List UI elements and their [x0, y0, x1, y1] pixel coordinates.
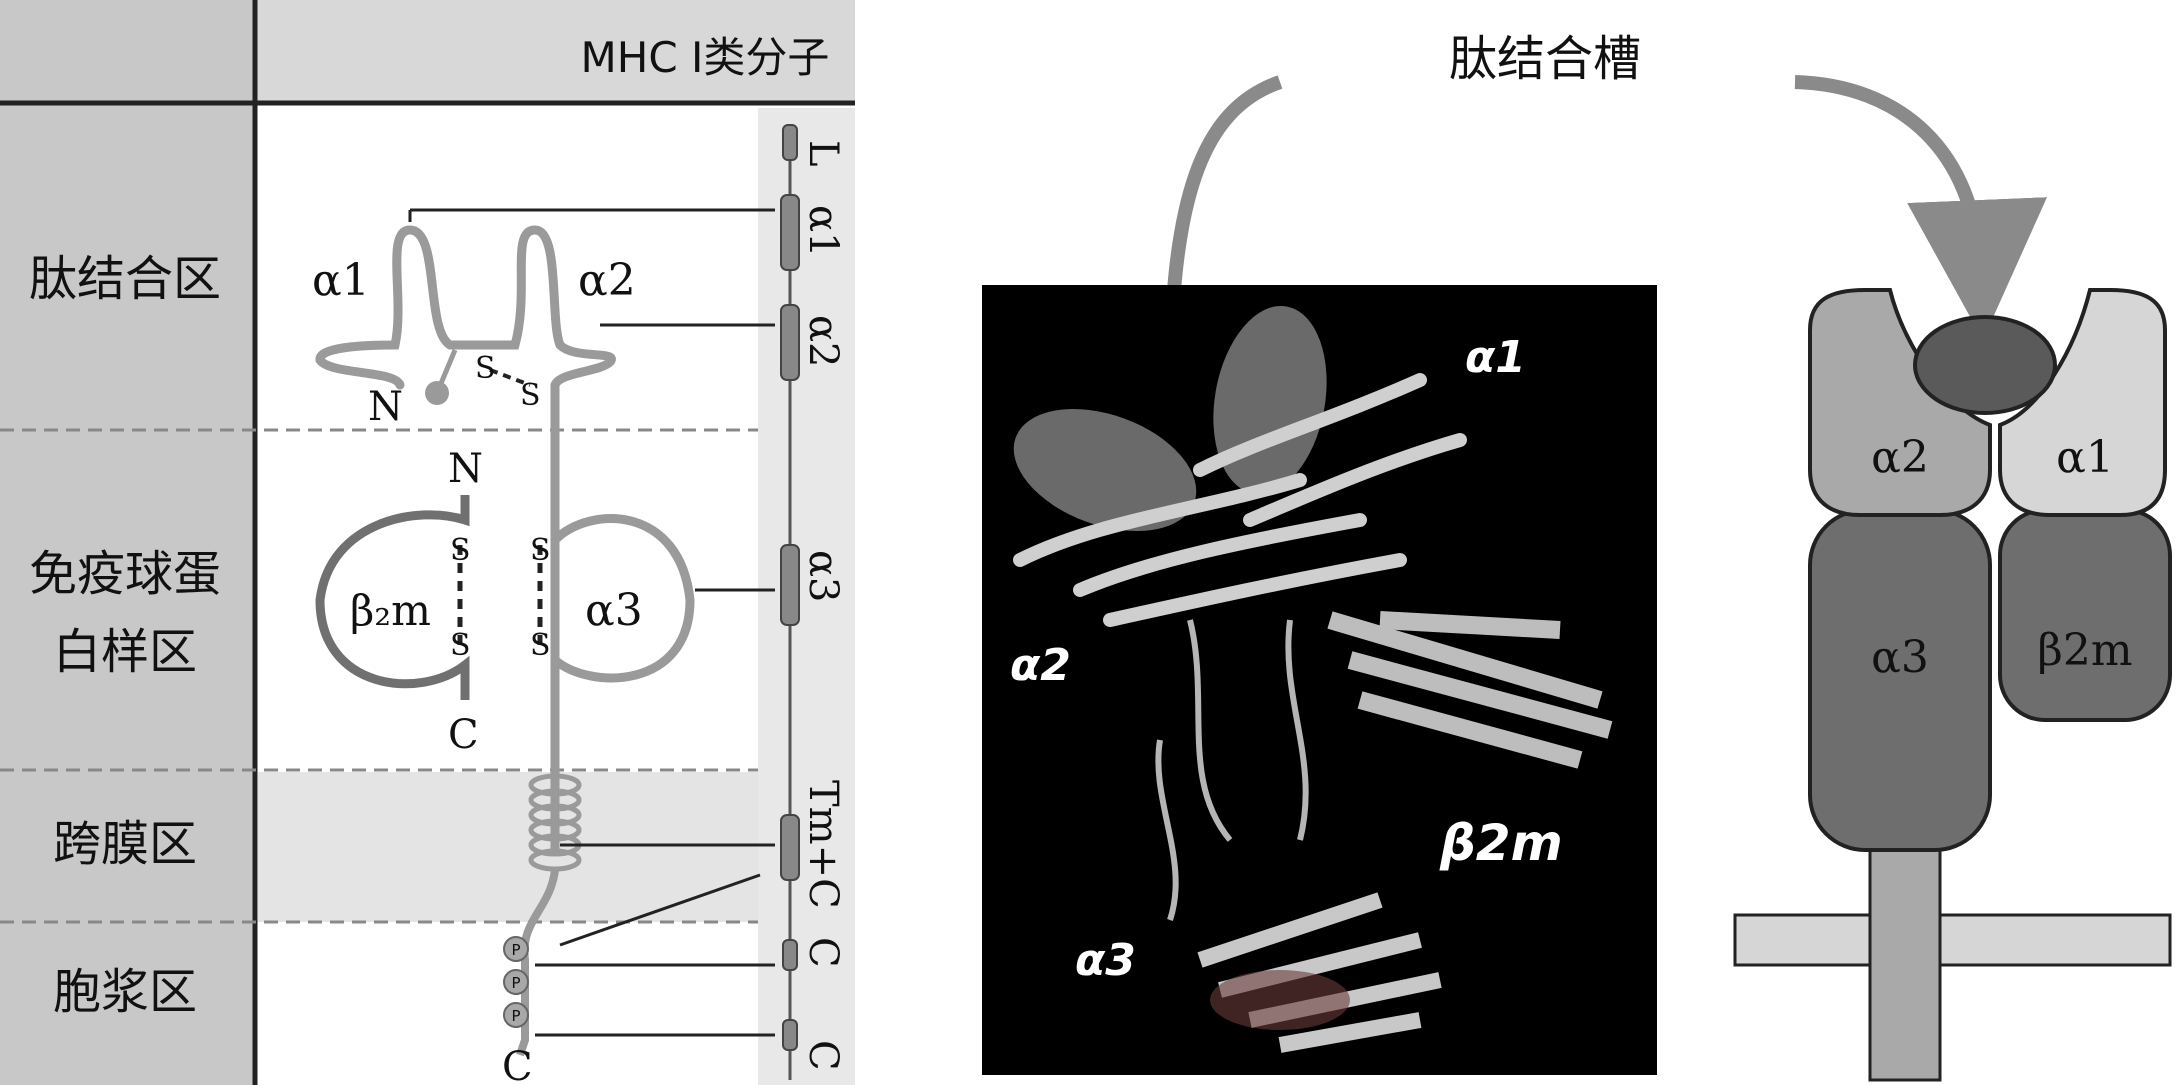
- membrane-bar: [1733, 913, 2172, 967]
- transmembrane-stalk: [1868, 828, 1942, 1082]
- svg-text:P: P: [511, 974, 520, 992]
- alpha2-domain: [1808, 288, 1992, 517]
- heavy-chain-alpha1-alpha2: [315, 225, 616, 855]
- svg-text:S: S: [520, 378, 541, 413]
- svg-text:P: P: [511, 941, 520, 959]
- structure-label-alpha1: α1: [1465, 332, 1526, 383]
- cartoon-label-alpha3: α3: [1871, 632, 1929, 683]
- label-b2m-left: β₂m: [350, 586, 431, 635]
- gene-exons: [780, 124, 800, 1080]
- alpha3-loop: [551, 514, 695, 683]
- region-label-ig-like-2: 白样区: [53, 624, 197, 680]
- region-label-ig-like-1: 免疫球蛋: [29, 546, 221, 602]
- region-sidebar: [0, 0, 255, 1085]
- region-label-cytoplasmic: 胞浆区: [53, 964, 197, 1020]
- transmembrane-helix: [528, 773, 582, 872]
- region-label-peptide-binding: 肽结合区: [29, 251, 221, 307]
- svg-text:S: S: [530, 628, 551, 663]
- crystal-structure-panel: 肽结合槽: [982, 31, 2047, 1075]
- callout-arrow-right: [1794, 75, 2047, 340]
- cartoon-label-alpha2: α2: [1871, 432, 1929, 483]
- cartoon-label-alpha1: α1: [2056, 432, 2114, 483]
- label-alpha2-left: α2: [578, 255, 636, 306]
- phosphate-groups: P P P: [503, 936, 529, 1028]
- svg-text:L: L: [800, 140, 846, 167]
- gene-labels: L α1 α2 α3 Tm+C C C: [800, 140, 846, 1071]
- svg-text:Tm+C: Tm+C: [800, 780, 846, 909]
- b2m-loop: [315, 495, 470, 700]
- region-label-transmembrane: 跨膜区: [53, 816, 197, 872]
- label-alpha1-left: α1: [312, 255, 370, 306]
- svg-text:S: S: [475, 351, 496, 386]
- structure-label-b2m: β2m: [1439, 814, 1563, 872]
- cartoon-label-b2m: β2m: [2037, 625, 2132, 676]
- cytoplasmic-tail: [516, 869, 559, 1057]
- svg-text:α3: α3: [800, 550, 846, 602]
- label-C-tail: C: [502, 1044, 533, 1085]
- peptide: [1913, 315, 2057, 415]
- svg-text:α1: α1: [800, 205, 846, 257]
- svg-text:C: C: [800, 937, 846, 968]
- label-N-top: N: [368, 384, 403, 430]
- ribbon-structure: [1013, 305, 1613, 1053]
- svg-text:C: C: [800, 1040, 846, 1071]
- gene-strip: [758, 108, 855, 1085]
- peptide-groove-callout: 肽结合槽: [1449, 31, 1641, 87]
- header-background: [255, 0, 855, 103]
- svg-text:α2: α2: [800, 315, 846, 367]
- transmembrane-band: [258, 772, 758, 922]
- label-N-b2m: N: [448, 446, 483, 492]
- label-alpha3-left: α3: [585, 585, 643, 636]
- structure-label-alpha2: α2: [1010, 640, 1071, 691]
- svg-text:S: S: [450, 533, 471, 568]
- svg-text:P: P: [511, 1007, 520, 1025]
- cartoon-model-panel: α2 α1 α3 β2m: [1733, 288, 2172, 1082]
- structure-label-alpha3: α3: [1075, 935, 1136, 986]
- svg-text:S: S: [450, 628, 471, 663]
- connector-lines: [408, 208, 775, 1037]
- label-C-b2m: C: [448, 712, 479, 758]
- b2m-domain: [1998, 508, 2172, 722]
- alpha1-domain: [1998, 288, 2167, 517]
- left-schematic-panel: MHC Ⅰ类分子 肽结合区 免疫球蛋 白样区 跨膜区 胞浆区 S S α1 α2…: [0, 0, 855, 1085]
- header-title: MHC Ⅰ类分子: [581, 33, 830, 82]
- region-separators: [0, 428, 758, 924]
- svg-text:S: S: [530, 533, 551, 568]
